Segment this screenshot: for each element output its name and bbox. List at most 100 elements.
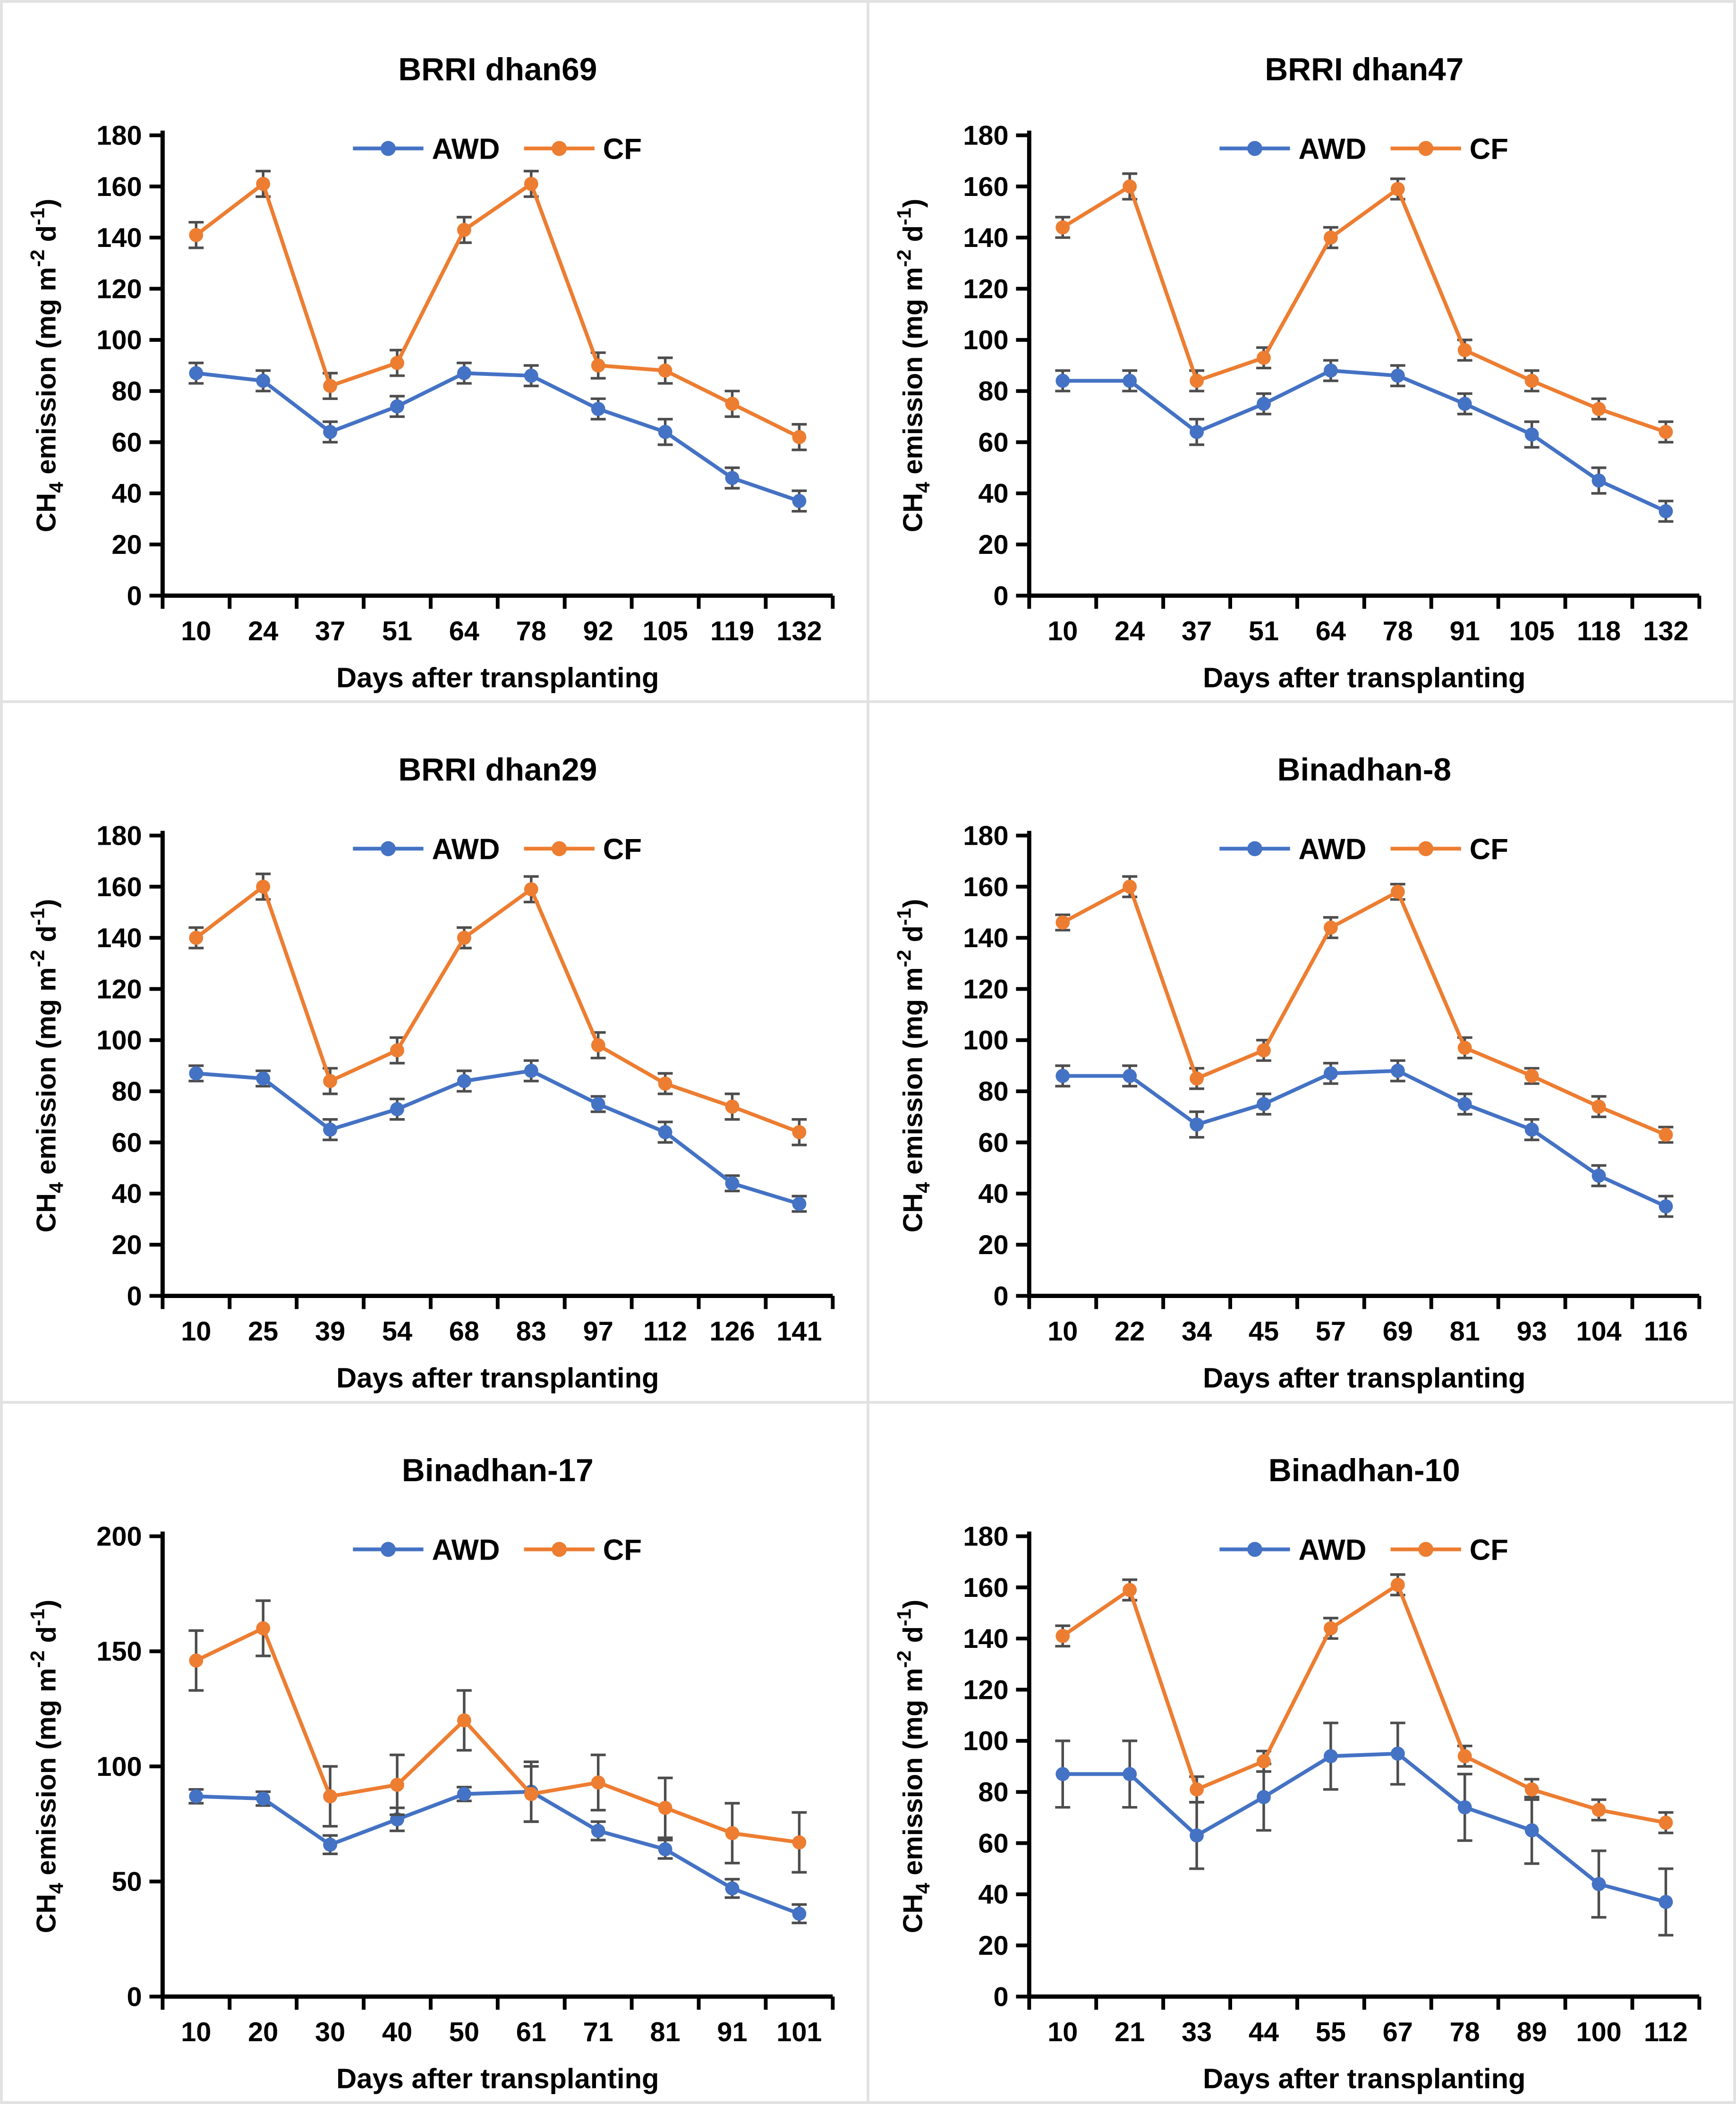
legend-marker bbox=[1247, 1542, 1262, 1557]
cf-data-point bbox=[1659, 1815, 1673, 1830]
awd-data-point bbox=[658, 1842, 672, 1857]
cf-data-point bbox=[1659, 1128, 1673, 1142]
legend-label: AWD bbox=[1299, 833, 1367, 866]
awd-data-point bbox=[1257, 1097, 1271, 1111]
chart-title: Binadhan-17 bbox=[402, 1453, 594, 1488]
x-tick-label: 100 bbox=[1576, 2017, 1621, 2047]
chart-svg-5: Binadhan-17 CH4 emission (mg m-2 d-1) 0 50 1… bbox=[26, 1453, 835, 2094]
cf-data-point bbox=[1123, 179, 1137, 194]
x-tick-label: 55 bbox=[1316, 2017, 1346, 2047]
y-tick-label: 20 bbox=[111, 1230, 142, 1260]
y-tick-label: 200 bbox=[96, 1521, 142, 1552]
x-tick-label: 91 bbox=[1450, 616, 1480, 646]
awd-data-point bbox=[1659, 1894, 1673, 1909]
chart-svg-4: Binadhan-8 CH4 emission (mg m-2 d-1) 0 20 40… bbox=[893, 752, 1702, 1394]
cf-series-line bbox=[1061, 1583, 1668, 1824]
cf-data-point bbox=[1257, 1043, 1271, 1058]
cf-data-point bbox=[1524, 1782, 1539, 1797]
cf-data-point bbox=[524, 1787, 538, 1801]
awd-data-point bbox=[256, 1071, 271, 1086]
x-axis-title: Days after transplanting bbox=[1203, 662, 1525, 693]
awd-data-point bbox=[1323, 363, 1338, 378]
cf-data-point bbox=[1323, 230, 1338, 245]
legend-item-awd: AWD bbox=[353, 1534, 500, 1566]
awd-data-point bbox=[1123, 1069, 1137, 1083]
cf-data-point bbox=[1457, 1041, 1472, 1055]
chart-title: Binadhan-10 bbox=[1268, 1453, 1460, 1488]
awd-data-point bbox=[256, 1791, 271, 1806]
x-tick-label: 33 bbox=[1182, 2017, 1212, 2047]
x-tick-label: 21 bbox=[1115, 2017, 1145, 2047]
legend-item-awd: AWD bbox=[1219, 133, 1366, 165]
x-tick-label: 24 bbox=[1115, 616, 1145, 646]
y-tick-label: 40 bbox=[978, 1179, 1008, 1209]
legend-label: AWD bbox=[1299, 133, 1367, 165]
x-tick-label: 64 bbox=[449, 616, 479, 646]
awd-data-point bbox=[1659, 504, 1673, 518]
legend-marker bbox=[552, 141, 567, 156]
awd-series-line bbox=[1061, 1069, 1668, 1209]
awd-data-point bbox=[1190, 1828, 1204, 1842]
awd-data-point bbox=[591, 1824, 605, 1838]
legend-item-awd: AWD bbox=[1219, 1534, 1366, 1566]
y-axis-title: CH4 emission (mg m-2 d-1) bbox=[893, 899, 934, 1232]
cf-data-point bbox=[189, 931, 204, 945]
y-tick-label: 20 bbox=[111, 530, 142, 560]
cf-data-point bbox=[256, 1621, 271, 1636]
cf-data-point bbox=[1190, 1782, 1204, 1797]
legend-item-cf: CF bbox=[1390, 133, 1508, 165]
awd-data-point bbox=[390, 1102, 404, 1117]
y-tick-label: 160 bbox=[963, 872, 1008, 902]
awd-data-point bbox=[1591, 1169, 1606, 1183]
y-tick-label: 120 bbox=[963, 975, 1008, 1005]
legend-marker bbox=[552, 1542, 567, 1557]
y-tick-label: 100 bbox=[963, 1726, 1008, 1756]
awd-data-point bbox=[725, 471, 740, 485]
y-tick-label: 140 bbox=[963, 223, 1008, 253]
x-tick-label: 67 bbox=[1383, 2017, 1413, 2047]
y-tick-label: 60 bbox=[111, 427, 142, 458]
cf-data-point bbox=[1390, 182, 1405, 196]
cf-data-point bbox=[1390, 1578, 1405, 1592]
chart-svg-1: BRRI dhan69 CH4 emission (mg m-2 d-1) 0 20 4… bbox=[26, 52, 835, 693]
legend-marker bbox=[381, 141, 396, 156]
legend-label: AWD bbox=[432, 833, 500, 866]
x-tick-label: 118 bbox=[1577, 616, 1621, 646]
y-tick-label: 40 bbox=[111, 1179, 142, 1209]
x-tick-label: 61 bbox=[516, 2017, 546, 2047]
x-tick-label: 126 bbox=[709, 1316, 755, 1347]
cf-data-point bbox=[323, 379, 338, 393]
x-tick-label: 24 bbox=[248, 616, 278, 646]
awd-data-point bbox=[390, 399, 404, 414]
awd-series-line bbox=[1061, 1751, 1668, 1904]
legend-marker bbox=[1418, 141, 1434, 156]
x-tick-label: 51 bbox=[1249, 616, 1279, 646]
y-tick-label: 60 bbox=[978, 427, 1008, 458]
y-tick-label: 0 bbox=[993, 1281, 1008, 1312]
awd-data-point bbox=[1323, 1749, 1338, 1763]
awd-data-point bbox=[1190, 1117, 1204, 1132]
cf-data-point bbox=[792, 1125, 807, 1140]
x-tick-label: 39 bbox=[315, 1316, 345, 1347]
x-tick-label: 54 bbox=[382, 1316, 412, 1347]
y-tick-label: 0 bbox=[993, 1982, 1008, 2012]
x-tick-label: 83 bbox=[516, 1316, 546, 1347]
x-tick-label: 132 bbox=[776, 616, 822, 646]
cf-data-point bbox=[725, 1826, 740, 1840]
x-tick-label: 105 bbox=[1509, 616, 1554, 646]
y-tick-label: 0 bbox=[993, 581, 1008, 611]
awd-data-point bbox=[1524, 427, 1539, 442]
y-tick-label: 100 bbox=[963, 325, 1008, 356]
awd-series-line bbox=[194, 371, 801, 503]
cf-data-point bbox=[1524, 373, 1539, 388]
y-tick-label: 0 bbox=[127, 581, 142, 611]
y-tick-label: 40 bbox=[111, 479, 142, 509]
y-tick-label: 60 bbox=[978, 1828, 1008, 1858]
y-tick-label: 120 bbox=[963, 274, 1008, 304]
chart-panel-3: BRRI dhan29 CH4 emission (mg m-2 d-1) 0 20 4… bbox=[3, 703, 867, 1401]
x-axis-title: Days after transplanting bbox=[1203, 1362, 1525, 1394]
cf-data-point bbox=[457, 931, 471, 945]
chart-title: BRRI dhan69 bbox=[398, 52, 597, 87]
cf-series-line bbox=[1061, 885, 1668, 1137]
x-tick-label: 30 bbox=[315, 2017, 345, 2047]
